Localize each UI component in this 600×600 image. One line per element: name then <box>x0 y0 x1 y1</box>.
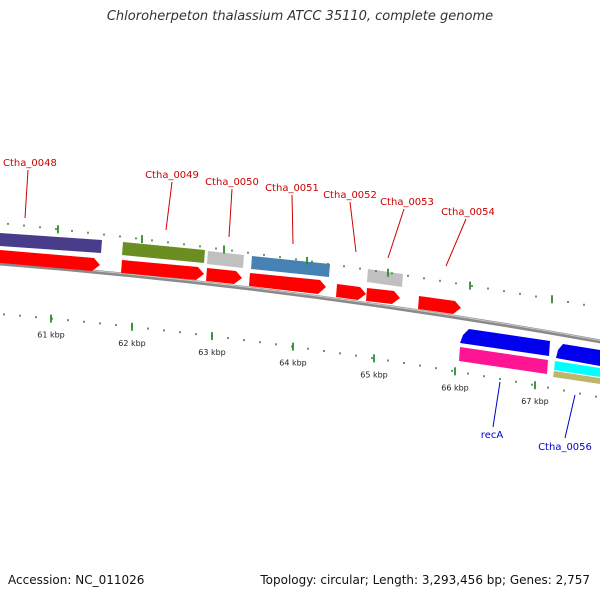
gene-label: recA <box>481 430 504 441</box>
feature-block-grey-2 <box>367 269 403 287</box>
cds-arrow <box>206 268 242 284</box>
tick-label: 62 kbp <box>118 339 146 348</box>
tick-label: 61 kbp <box>37 331 65 340</box>
accession-label: Accession: NC_011026 <box>8 573 145 587</box>
gene-leader-line <box>387 208 405 259</box>
major-ticks <box>50 225 553 390</box>
gene-label: Ctha_0051 <box>265 183 319 194</box>
gene-leader-line <box>228 188 233 238</box>
feature-block-olive <box>122 242 205 263</box>
cds-arrow <box>336 284 366 300</box>
feature-block-cyan <box>554 361 600 377</box>
cds-arrow <box>249 273 326 294</box>
feature-block-grey-1 <box>207 251 244 268</box>
feature-block-steelblue <box>251 256 330 277</box>
tick-label: 63 kbp <box>198 348 226 357</box>
cds-arrow <box>366 288 400 304</box>
tick-label: 67 kbp <box>521 397 549 406</box>
map-title: Chloroherpeton thalassium ATCC 35110, co… <box>106 9 494 24</box>
gene-leader-line <box>445 218 467 267</box>
gene-label: Ctha_0050 <box>205 177 259 188</box>
feature-block-magenta <box>459 347 548 374</box>
gene-leader-line <box>349 201 357 253</box>
feature-block-purple <box>0 233 102 253</box>
gene-labels: Ctha_0048 Ctha_0049 Ctha_0050 Ctha_0051 Ctha… <box>3 158 592 453</box>
gene-leader-line <box>165 181 173 231</box>
tick-labels: 61 kbp 62 kbp 63 kbp 64 kbp 65 kbp 66 kbp 67 k… <box>37 331 549 407</box>
gene-label: Ctha_0052 <box>323 190 377 201</box>
gene-label: Ctha_0049 <box>145 170 199 181</box>
tick-label: 65 kbp <box>360 370 388 379</box>
tick-label: 64 kbp <box>279 359 307 368</box>
cds-arrow <box>121 260 204 280</box>
feature-block-khaki <box>553 371 600 384</box>
gene-leader-line <box>291 194 294 245</box>
topology-label: Topology: circular; Length: 3,293,456 bp… <box>260 573 590 587</box>
gene-leader-line <box>24 169 29 219</box>
tick-label: 66 kbp <box>441 383 469 392</box>
gene-leader-line <box>492 381 501 428</box>
gene-leader-line <box>564 394 576 439</box>
feature-arrow-blue-2 <box>556 344 600 366</box>
cds-arrow <box>418 296 461 314</box>
cds-arrow <box>0 250 100 271</box>
gene-label: Ctha_0048 <box>3 158 57 169</box>
genome-backbone <box>0 261 600 344</box>
gene-label: Ctha_0053 <box>380 197 434 208</box>
minor-ticks-bottom <box>3 313 597 398</box>
gene-label: Ctha_0054 <box>441 207 495 218</box>
gene-label: Ctha_0056 <box>538 442 592 453</box>
feature-arrow-blue <box>460 329 550 356</box>
